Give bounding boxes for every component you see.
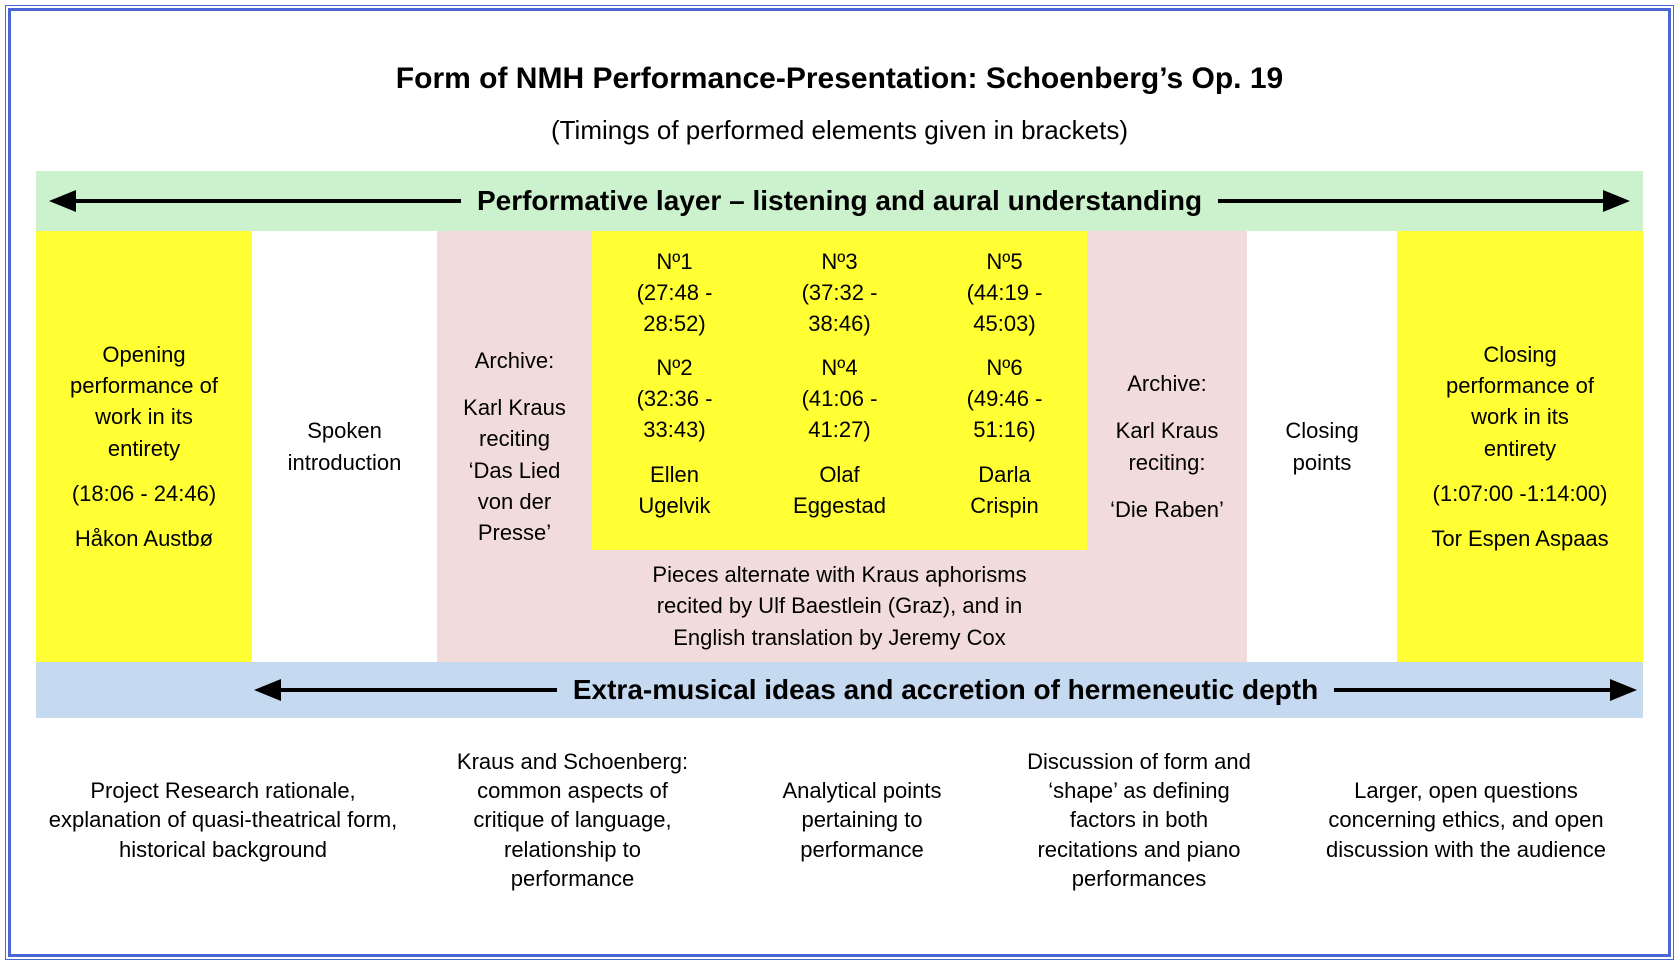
- piece-number: Nº2: [656, 355, 693, 381]
- arrow-line-left: [76, 199, 461, 203]
- piece-timing: (37:32 - 38:46): [801, 279, 878, 336]
- piece-timing: (44:19 - 45:03): [966, 279, 1043, 336]
- note-form-shape: Discussion of form and ‘shape’ as defini…: [1027, 748, 1251, 891]
- performative-layer-band: Performative layer – listening and aural…: [36, 171, 1643, 231]
- diagram-content: Form of NMH Performance-Presentation: Sc…: [11, 11, 1668, 954]
- opening-performance-box: Opening performance of work in its entir…: [36, 231, 252, 662]
- closing-description: Closing performance of work in its entir…: [1446, 341, 1594, 461]
- arrow-right-icon: [1603, 190, 1630, 212]
- timeline-row: Opening performance of work in its entir…: [36, 231, 1643, 662]
- archive-right-label: Archive:: [1127, 371, 1207, 397]
- page-border-frame: Form of NMH Performance-Presentation: Sc…: [5, 5, 1674, 960]
- archive-left-label: Archive:: [474, 347, 555, 373]
- archive-right-description: Karl Kraus reciting:: [1115, 418, 1219, 475]
- arrow-right-icon: [1610, 679, 1638, 701]
- hermeneutic-band: Extra-musical ideas and accretion of her…: [36, 662, 1643, 718]
- archive-das-lied-box: Archive: Karl Kraus reciting ‘Das Lied v…: [437, 231, 592, 662]
- piece-performer: Olaf Eggestad: [793, 461, 886, 518]
- closing-timing: (1:07:00 -1:14:00): [1432, 480, 1608, 506]
- piece-column-3: Nº5 (44:19 - 45:03) Nº6 (49:46 - 51:16) …: [922, 245, 1087, 550]
- archive-recitations-block: Archive: Karl Kraus reciting ‘Das Lied v…: [437, 231, 1247, 662]
- spoken-introduction-label: Spoken introduction: [287, 418, 402, 475]
- archive-left-description: Karl Kraus reciting ‘Das Lied von der Pr…: [463, 395, 566, 545]
- piece-number: Nº4: [821, 355, 858, 381]
- closing-performer: Tor Espen Aspaas: [1431, 525, 1609, 551]
- piece-performer: Ellen Ugelvik: [638, 461, 711, 518]
- pieces-caption-text: Pieces alternate with Kraus aphorisms re…: [652, 562, 1027, 650]
- note-open-questions: Larger, open questions concerning ethics…: [1325, 778, 1607, 862]
- arrow-line-left: [281, 688, 557, 692]
- pieces-section: Nº1 (27:48 - 28:52) Nº2 (32:36 - 33:43) …: [592, 231, 1087, 662]
- arrow-left-icon: [254, 679, 281, 701]
- opening-timing: (18:06 - 24:46): [71, 480, 217, 506]
- closing-points-box: Closing points: [1247, 231, 1397, 662]
- arrow-line-right: [1334, 688, 1611, 692]
- piece-timing: (32:36 - 33:43): [636, 386, 713, 442]
- piece-number: Nº5: [986, 249, 1023, 274]
- piece-timing: (27:48 - 28:52): [636, 279, 713, 336]
- pieces-caption: Pieces alternate with Kraus aphorisms re…: [592, 550, 1087, 662]
- piece-timing: (41:06 - 41:27): [801, 386, 878, 442]
- piece-number: Nº3: [821, 249, 858, 274]
- closing-points-label: Closing points: [1285, 418, 1359, 475]
- note-analytical-points: Analytical points pertaining to performa…: [782, 778, 942, 862]
- piece-column-1: Nº1 (27:48 - 28:52) Nº2 (32:36 - 33:43) …: [592, 245, 757, 550]
- note-project-rationale: Project Research rationale, explanation …: [48, 778, 398, 862]
- piece-column-2: Nº3 (37:32 - 38:46) Nº4 (41:06 - 41:27) …: [757, 245, 922, 550]
- spoken-introduction-box: Spoken introduction: [252, 231, 437, 662]
- opening-performer: Håkon Austbø: [74, 525, 214, 551]
- piece-number: Nº6: [986, 355, 1023, 381]
- piece-performer: Darla Crispin: [970, 461, 1039, 518]
- arrow-line-right: [1218, 199, 1603, 203]
- hermeneutic-label: Extra-musical ideas and accretion of her…: [572, 674, 1319, 705]
- archive-die-raben-box: Archive: Karl Kraus reciting: ‘Die Raben…: [1087, 231, 1247, 662]
- page-border-inner: Form of NMH Performance-Presentation: Sc…: [8, 8, 1671, 957]
- page-title: Form of NMH Performance-Presentation: Sc…: [395, 62, 1284, 95]
- arrow-left-icon: [49, 190, 76, 212]
- pieces-box: Nº1 (27:48 - 28:52) Nº2 (32:36 - 33:43) …: [592, 231, 1087, 550]
- opening-description: Opening performance of work in its entir…: [70, 341, 218, 461]
- closing-performance-box: Closing performance of work in its entir…: [1397, 231, 1643, 662]
- notes-row: Project Research rationale, explanation …: [36, 722, 1643, 918]
- performative-layer-label: Performative layer – listening and aural…: [476, 185, 1203, 216]
- piece-timing: (49:46 - 51:16): [966, 386, 1043, 442]
- page-subtitle: (Timings of performed elements given in …: [550, 115, 1129, 145]
- piece-number: Nº1: [656, 249, 693, 274]
- archive-right-work: ‘Die Raben’: [1110, 496, 1224, 522]
- note-kraus-schoenberg: Kraus and Schoenberg: common aspects of …: [456, 748, 689, 891]
